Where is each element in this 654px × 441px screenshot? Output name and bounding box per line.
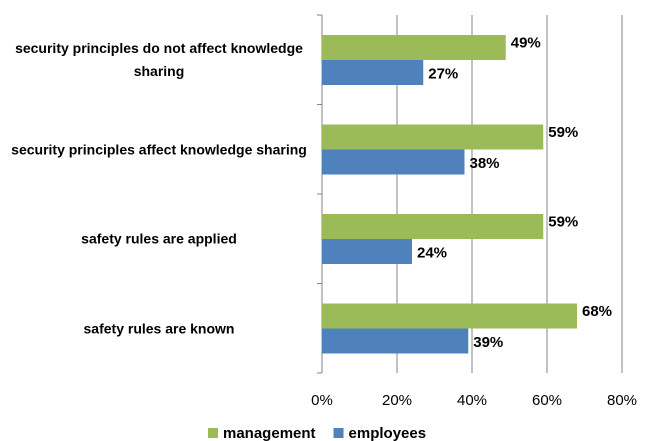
- bar: [322, 239, 412, 264]
- data-label: 68%: [582, 303, 612, 320]
- data-label: 49%: [511, 34, 541, 51]
- bar: [322, 149, 465, 175]
- bar: [322, 303, 577, 329]
- data-label: 27%: [428, 65, 458, 82]
- bar: [322, 35, 506, 60]
- legend-swatch: [333, 428, 344, 438]
- x-tick-label: 40%: [457, 392, 487, 409]
- legend-label: employees: [349, 425, 427, 441]
- y-tick-label: safety rules are applied: [81, 230, 237, 247]
- data-label: 38%: [470, 155, 500, 172]
- x-tick-label: 20%: [382, 392, 412, 409]
- bar: [322, 60, 424, 85]
- x-tick-label: 80%: [607, 392, 637, 409]
- x-tick-label: 0%: [311, 392, 333, 409]
- bar: [322, 214, 544, 239]
- y-tick-label: safety rules are known: [83, 320, 235, 336]
- data-label: 39%: [473, 334, 503, 351]
- legend-label: management: [223, 425, 316, 441]
- y-tick-label: security principles affect knowledge sha…: [11, 141, 307, 157]
- y-tick-label: security principles do not affect knowle…: [15, 40, 303, 79]
- bar: [322, 124, 544, 150]
- data-label: 59%: [548, 213, 578, 230]
- data-label: 24%: [417, 244, 447, 261]
- legend-swatch: [208, 428, 218, 438]
- data-label: 59%: [548, 124, 578, 141]
- x-tick-label: 60%: [532, 392, 562, 409]
- bar: [322, 328, 469, 354]
